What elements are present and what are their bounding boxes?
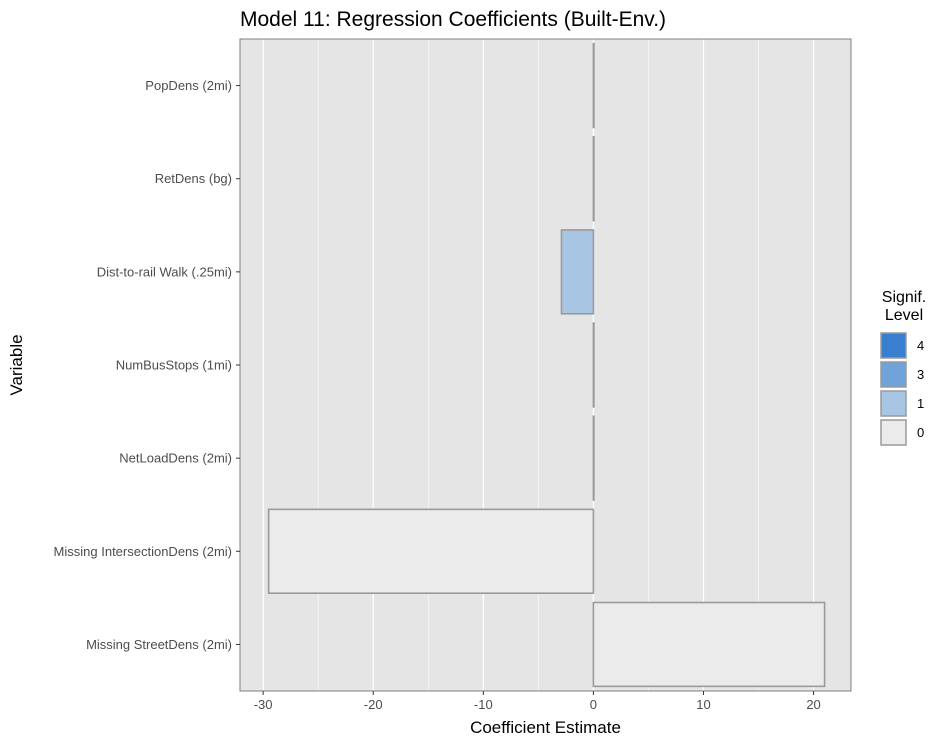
x-tick-label: 10 <box>696 697 710 712</box>
legend-title-line1: Signif. <box>882 289 926 306</box>
bar <box>592 601 826 688</box>
bar <box>592 136 595 222</box>
x-tick-label: 0 <box>590 697 597 712</box>
bar <box>592 415 595 501</box>
bars <box>267 42 826 688</box>
y-axis: PopDens (2mi) RetDens (bg) Dist-to-rail Wa… <box>54 78 240 652</box>
bar <box>267 508 595 595</box>
legend-label: 0 <box>917 425 924 440</box>
y-axis-title: Variable <box>7 334 26 395</box>
legend-key <box>880 419 907 446</box>
legend: Signif. Level 4 3 1 0 <box>880 289 926 446</box>
legend-key <box>880 390 907 417</box>
y-tick-label: Missing StreetDens (2mi) <box>86 637 232 652</box>
legend-key <box>880 361 907 388</box>
legend-title-line2: Level <box>885 307 923 324</box>
y-tick-label: PopDens (2mi) <box>145 78 232 93</box>
y-tick-label: NetLoadDens (2mi) <box>119 451 232 466</box>
x-axis-title: Coefficient Estimate <box>470 718 621 737</box>
y-tick-label: NumBusStops (1mi) <box>116 358 232 373</box>
y-tick-label: Dist-to-rail Walk (.25mi) <box>97 264 232 279</box>
bar <box>592 42 595 129</box>
x-axis: -30 -20 -10 0 10 20 <box>254 691 821 712</box>
chart-title: Model 11: Regression Coefficients (Built… <box>240 8 666 31</box>
legend-label: 1 <box>917 396 924 411</box>
bar <box>592 322 595 408</box>
x-tick-label: -20 <box>364 697 383 712</box>
x-tick-label: -10 <box>474 697 493 712</box>
y-tick-label: Missing IntersectionDens (2mi) <box>54 544 232 559</box>
x-tick-label: -30 <box>254 697 273 712</box>
legend-key <box>880 332 907 359</box>
legend-label: 3 <box>917 367 924 382</box>
bar <box>560 229 595 315</box>
x-tick-label: 20 <box>806 697 820 712</box>
legend-label: 4 <box>917 338 924 353</box>
y-tick-label: RetDens (bg) <box>155 171 232 186</box>
